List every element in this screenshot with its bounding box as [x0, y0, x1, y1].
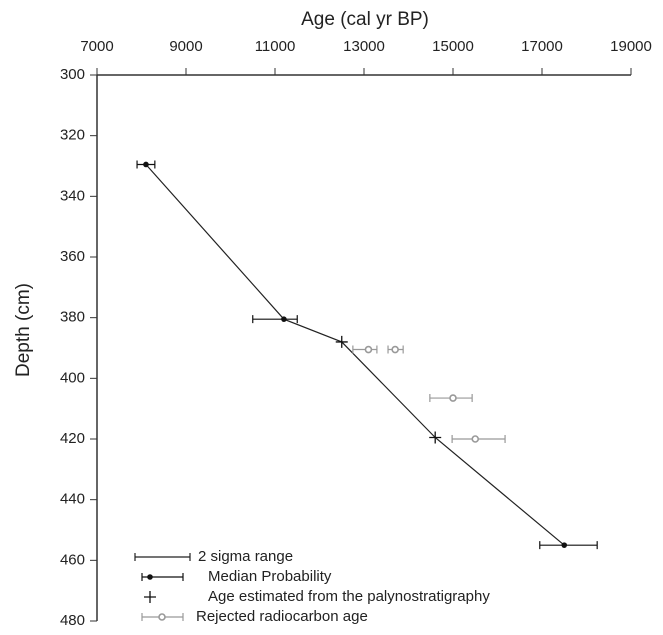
y-tick-label: 480	[60, 612, 85, 629]
legend-swatch	[147, 574, 153, 580]
point	[335, 335, 348, 348]
y-tick-label: 300	[60, 66, 85, 83]
legend-label: 2 sigma range	[198, 548, 293, 565]
y-tick-label: 360	[60, 248, 85, 265]
x-tick-label: 19000	[610, 38, 652, 55]
y-tick-label: 460	[60, 551, 85, 568]
legend-label: Median Probability	[208, 568, 332, 585]
y-tick-label: 320	[60, 127, 85, 144]
legend-label: Rejected radiocarbon age	[196, 608, 368, 625]
point	[449, 394, 457, 402]
x-tick-label: 15000	[432, 38, 474, 55]
y-axis-label: Depth (cm)	[13, 283, 34, 377]
y-tick-label: 340	[60, 187, 85, 204]
y-tick-label: 380	[60, 309, 85, 326]
point	[471, 435, 480, 443]
y-tick-label: 440	[60, 491, 85, 508]
point	[143, 161, 149, 168]
x-axis-label: Age (cal yr BP)	[301, 9, 429, 30]
point	[561, 542, 568, 548]
x-tick-label: 9000	[169, 38, 202, 55]
y-tick-label: 400	[60, 369, 85, 386]
legend-swatch	[158, 613, 166, 621]
error-bar	[539, 541, 598, 550]
point	[429, 431, 442, 444]
y-tick-label: 420	[60, 430, 85, 447]
legend-label: Age estimated from the palynostratigraph…	[208, 588, 490, 605]
point	[364, 345, 373, 354]
legend-swatch	[134, 553, 191, 561]
point	[391, 345, 399, 354]
age-depth-line	[145, 164, 565, 546]
x-tick-label: 13000	[343, 38, 385, 55]
point	[281, 316, 287, 322]
error-bar	[252, 315, 298, 324]
legend-swatch	[144, 591, 156, 603]
x-tick-label: 17000	[521, 38, 563, 55]
x-tick-label: 7000	[80, 38, 113, 55]
x-tick-label: 11000	[255, 38, 296, 55]
